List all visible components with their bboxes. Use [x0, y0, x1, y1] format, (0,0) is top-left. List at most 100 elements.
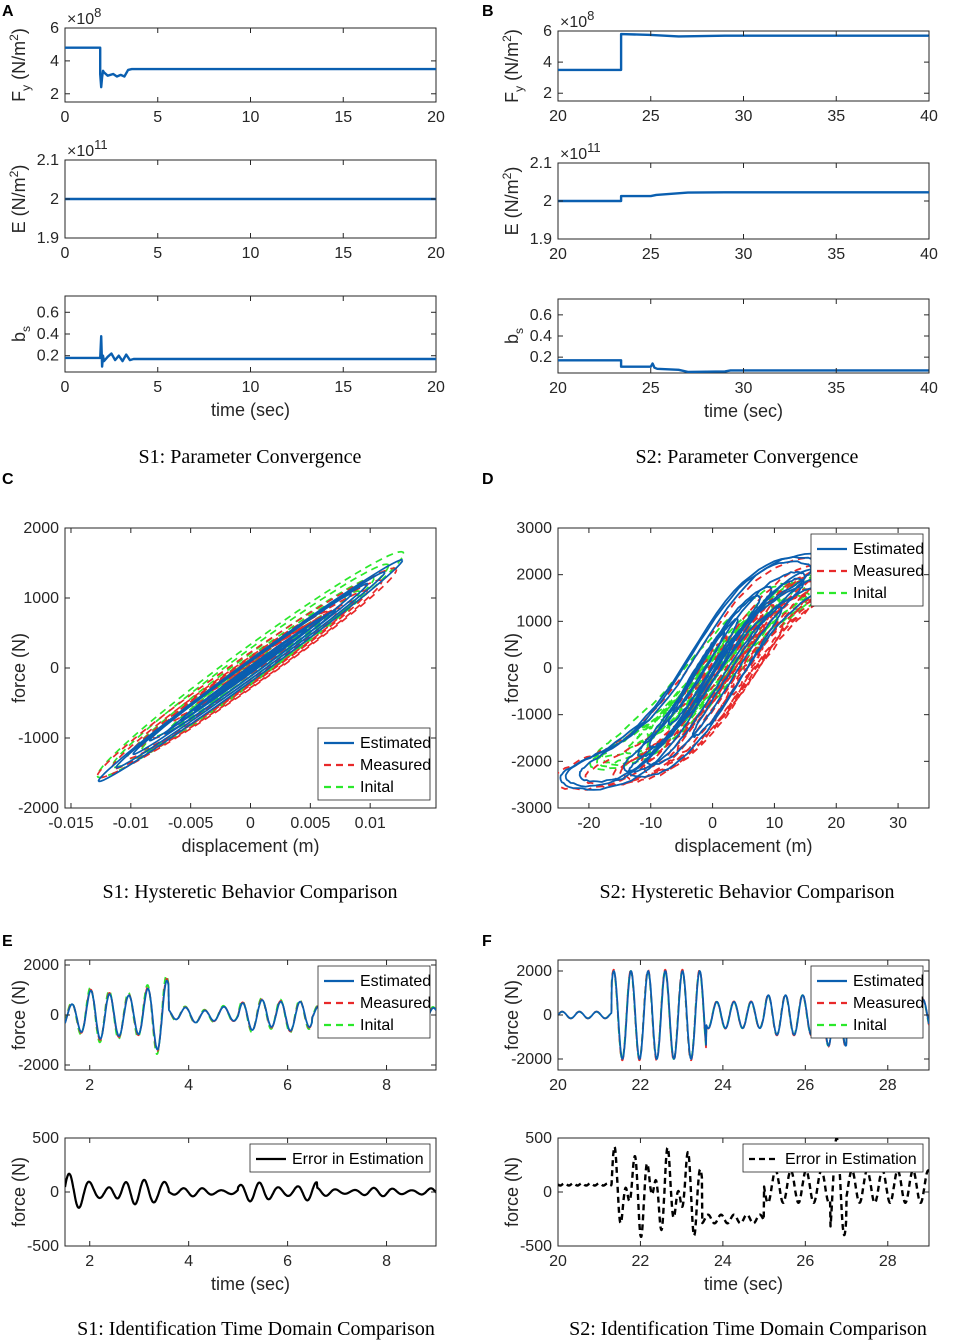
x-tick-label: 0 — [246, 815, 255, 832]
initial-loop — [636, 597, 781, 745]
y-tick-label: 0.2 — [37, 348, 59, 365]
legend-label: Estimated — [853, 973, 924, 990]
plot-area — [64, 295, 437, 373]
legend-label: Measured — [360, 757, 431, 774]
axes-a2: 0 5 10 15 20 1.9 2 2.1 ×1011 E (N/m2​) — [7, 137, 445, 262]
series-group — [96, 550, 405, 783]
x-tick-label: 35 — [827, 108, 845, 125]
axes-c: -0.015 -0.01 -0.005 0 0.005 0.01 -2000 -1000 0 10… — [9, 520, 437, 856]
axis-exponent: ×108 — [67, 5, 101, 28]
x-tick-label: 20 — [549, 380, 567, 397]
y-tick-label: 500 — [525, 1130, 552, 1147]
y-tick-label: 1000 — [23, 590, 59, 607]
estimated-loop — [628, 565, 836, 778]
y-tick-label: 2 — [50, 191, 59, 208]
x-tick-label: 30 — [735, 108, 753, 125]
x-tick-label: 35 — [827, 380, 845, 397]
y-tick-label: 0 — [50, 660, 59, 677]
panel-letter-c: C — [2, 471, 14, 488]
x-tick-label: 8 — [382, 1253, 391, 1270]
y-tick-label: 2000 — [516, 567, 552, 584]
y-axis-label: force (N) — [502, 633, 522, 703]
caption-s2-param: S2: Parameter Convergence — [636, 446, 859, 468]
x-tick-label: -0.01 — [113, 815, 150, 832]
legend: Estimated Measured Inital — [317, 727, 431, 801]
x-tick-label: 30 — [735, 380, 753, 397]
caption-s1-hyst: S1: Hysteretic Behavior Comparison — [103, 881, 398, 903]
caption-s1-param: S1: Parameter Convergence — [139, 446, 362, 468]
y-tick-label: 0 — [543, 1007, 552, 1024]
caption-s1-time: S1: Identification Time Domain Compariso… — [77, 1318, 435, 1340]
series-group — [558, 191, 929, 203]
y-axis-label: force (N) — [9, 980, 29, 1050]
y-tick-label: -2000 — [511, 1051, 552, 1068]
x-tick-label: 0 — [61, 245, 70, 262]
y-tick-label: -1000 — [511, 707, 552, 724]
caption-s2-hyst: S2: Hysteretic Behavior Comparison — [600, 881, 895, 903]
y-tick-label: 2.1 — [37, 152, 59, 169]
y-tick-label: 2 — [543, 193, 552, 210]
estimated-loop — [559, 552, 846, 791]
estimated-loop — [97, 558, 404, 783]
y-tick-label: 2 — [50, 86, 59, 103]
x-tick-label: 6 — [283, 1077, 292, 1094]
y-tick-label: -3000 — [511, 800, 552, 817]
x-tick-label: 20 — [827, 815, 845, 832]
y-tick-label: 3000 — [516, 520, 552, 537]
y-tick-label: 2.1 — [530, 155, 552, 172]
legend-label: Estimated — [360, 735, 431, 752]
y-tick-label: 6 — [543, 23, 552, 40]
y-axis-label: force (N) — [502, 1157, 522, 1227]
panel-letter-b: B — [482, 3, 494, 20]
legend: Error in Estimation — [742, 1143, 924, 1173]
y-axis-label: E (N/m2​) — [7, 165, 29, 234]
legend-label: Inital — [853, 1017, 887, 1034]
x-tick-label: 22 — [632, 1253, 650, 1270]
y-tick-label: 1000 — [516, 613, 552, 630]
x-tick-label: 10 — [242, 245, 260, 262]
x-axis-label: displacement (m) — [181, 836, 319, 856]
y-tick-label: 2 — [543, 85, 552, 102]
x-tick-label: 6 — [283, 1253, 292, 1270]
series-group — [558, 552, 860, 791]
plot-area — [557, 298, 930, 374]
x-tick-label: 20 — [427, 109, 445, 126]
x-tick-label: 15 — [334, 379, 352, 396]
x-axis-label: time (sec) — [704, 1274, 783, 1294]
x-tick-label: 30 — [889, 815, 907, 832]
axis-exponent: ×108 — [560, 8, 594, 31]
x-tick-label: 26 — [796, 1253, 814, 1270]
y-axis-label: force (N) — [9, 1157, 29, 1227]
initial-line — [65, 974, 436, 1055]
estimated-loop — [564, 556, 825, 788]
y-tick-label: 0.6 — [530, 307, 552, 324]
series-group — [65, 335, 436, 368]
y-axis-label: bs​ — [502, 328, 526, 344]
y-axis-label: Fy​ (N/m2​) — [500, 29, 526, 103]
y-tick-label: 0.2 — [530, 349, 552, 366]
measured-loop — [676, 593, 807, 754]
axis-exponent: ×1011 — [67, 137, 108, 160]
axes-b2: 20 25 30 35 40 1.9 2 2.1 ×1011 E (N/m2​) — [500, 140, 938, 263]
y-tick-label: -1000 — [18, 730, 59, 747]
x-axis-label: time (sec) — [704, 401, 783, 421]
x-tick-label: 35 — [827, 246, 845, 263]
axes-e1: 2 4 6 8 -2000 0 2000 force (N) Estimated Measured… — [9, 957, 437, 1094]
axes-a1: 0 5 10 15 20 2 4 6 ×108 Fy​ (N/m2​) — [7, 5, 445, 126]
x-tick-label: -0.005 — [168, 815, 213, 832]
series-line — [65, 335, 436, 368]
x-tick-label: 4 — [184, 1077, 193, 1094]
y-tick-label: -2000 — [18, 800, 59, 817]
x-tick-label: 30 — [735, 246, 753, 263]
series-group — [558, 359, 929, 373]
y-tick-label: 4 — [50, 53, 59, 70]
legend: Estimated Measured Inital — [810, 965, 924, 1039]
y-tick-label: 0.6 — [37, 304, 59, 321]
x-tick-label: 5 — [153, 379, 162, 396]
y-axis-label: E (N/m2​) — [500, 167, 522, 236]
y-tick-label: 4 — [543, 54, 552, 71]
legend: Estimated Measured Inital — [317, 965, 431, 1039]
estimated-loop — [648, 594, 761, 749]
y-axis-label: force (N) — [502, 980, 522, 1050]
